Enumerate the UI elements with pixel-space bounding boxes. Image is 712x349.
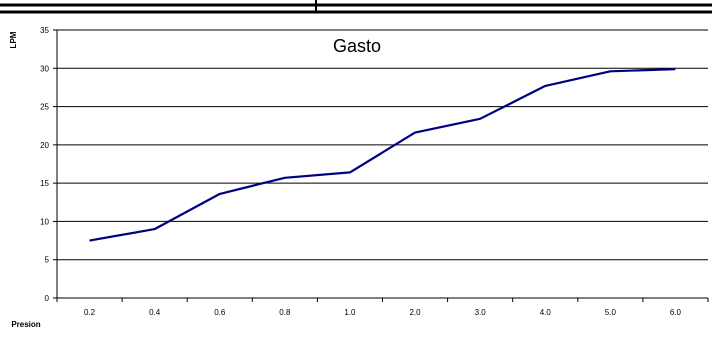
y-axis-label: LPM — [9, 31, 18, 48]
y-tick-label: 35 — [40, 26, 49, 35]
tick-labels: 0 5 10 15 20 25 30 35 0.2 0.4 0.6 0.8 1.0 2.0 3.0 4.0 5.… — [40, 26, 681, 317]
y-tick-label: 5 — [45, 256, 50, 265]
y-tick-label: 0 — [45, 294, 50, 303]
x-tick-label: 0.8 — [279, 308, 291, 317]
x-tick-label: 1.0 — [344, 308, 356, 317]
y-tick-label: 30 — [40, 64, 49, 73]
x-tick-label: 3.0 — [475, 308, 487, 317]
x-tick-label: 0.2 — [84, 308, 96, 317]
series-layer — [89, 69, 675, 241]
grid-lines — [57, 30, 708, 260]
x-tick-label: 0.6 — [214, 308, 226, 317]
x-tick-label: 5.0 — [605, 308, 617, 317]
y-tick-label: 15 — [40, 179, 49, 188]
series-line — [90, 69, 676, 241]
x-tick-label: 4.0 — [540, 308, 552, 317]
y-tick-label: 10 — [40, 217, 49, 226]
x-axis-label: Presion — [11, 320, 40, 329]
y-tick-label: 20 — [40, 141, 49, 150]
chart-title: Gasto — [333, 36, 381, 56]
x-tick-label: 2.0 — [409, 308, 421, 317]
y-tick-label: 25 — [40, 103, 49, 112]
x-tick-label: 0.4 — [149, 308, 161, 317]
x-tick-label: 6.0 — [670, 308, 682, 317]
